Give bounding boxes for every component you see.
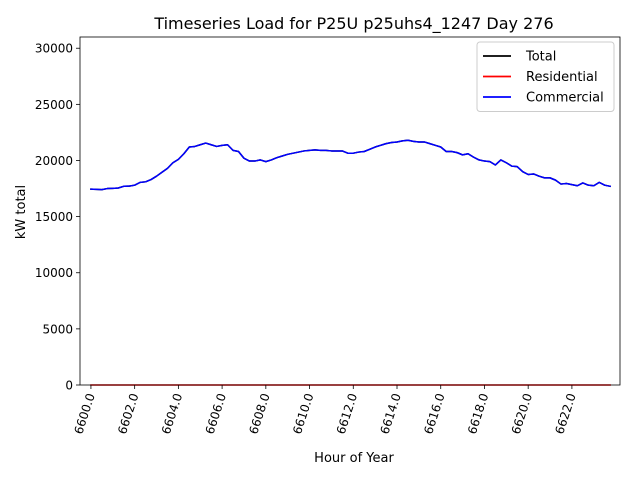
series-line-commercial xyxy=(90,139,612,191)
y-tick-label: 0 xyxy=(65,379,73,393)
chart-title: Timeseries Load for P25U p25uhs4_1247 Da… xyxy=(153,14,553,34)
y-tick-label: 20000 xyxy=(35,154,73,168)
y-tick-label: 5000 xyxy=(42,322,73,336)
y-axis-label: kW total xyxy=(14,185,29,239)
legend-label-total: Total xyxy=(525,50,556,65)
y-tick-label: 15000 xyxy=(35,210,73,224)
legend: Total Residential Commercial xyxy=(476,41,615,112)
y-tick-label: 25000 xyxy=(35,98,73,112)
legend-box xyxy=(476,41,615,112)
legend-label-commercial: Commercial xyxy=(526,91,604,106)
x-axis-label: Hour of Year xyxy=(314,451,394,466)
plot-frame xyxy=(79,36,621,386)
y-tick-label: 10000 xyxy=(35,266,73,280)
legend-label-residential: Residential xyxy=(526,70,598,85)
y-tick-label: 30000 xyxy=(35,42,73,56)
